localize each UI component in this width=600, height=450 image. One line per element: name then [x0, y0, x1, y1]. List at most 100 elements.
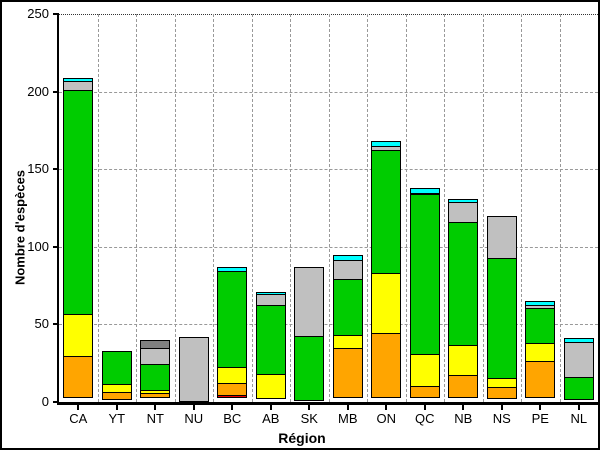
x-tick-label-AB: AB — [262, 411, 280, 426]
bar-NB-segment-green — [448, 221, 479, 346]
bar-NB-segment-gray — [448, 202, 479, 223]
x-tick-SK — [308, 405, 311, 410]
bar-NL-segment-gray — [563, 342, 594, 378]
v-gridline-12 — [521, 14, 522, 402]
bar-QC-segment-orange — [409, 386, 440, 399]
bar-SK-segment-green — [294, 335, 325, 401]
bar-BC-segment-red — [217, 394, 248, 398]
v-gridline-4 — [213, 14, 214, 402]
bar-NU-segment-gray — [178, 336, 209, 402]
x-tick-label-NT: NT — [146, 411, 164, 426]
y-tick-50 — [53, 323, 59, 326]
bar-YT — [101, 350, 132, 402]
v-gridline-6 — [290, 14, 291, 402]
y-tick-label-200: 200 — [27, 83, 49, 99]
bar-AB-segment-green — [255, 305, 286, 376]
x-tick-label-BC: BC — [223, 411, 242, 426]
bar-ON-segment-green — [371, 150, 402, 275]
x-tick-NT — [154, 405, 157, 410]
x-tick-label-PE: PE — [531, 411, 549, 426]
bar-NS-segment-orange — [486, 386, 517, 399]
x-tick-NB — [462, 405, 465, 410]
x-tick-AB — [269, 405, 272, 410]
v-gridline-10 — [444, 14, 445, 402]
y-tick-label-250: 250 — [27, 6, 49, 21]
x-tick-label-NU: NU — [184, 411, 204, 426]
y-tick-100 — [53, 245, 59, 248]
bar-NB — [448, 198, 479, 402]
bar-MB-segment-green — [332, 278, 363, 337]
bar-CA-segment-orange — [63, 356, 94, 398]
x-tick-CA — [77, 405, 80, 410]
bar-YT-segment-orange — [101, 392, 132, 400]
bar-PE-segment-yellow — [525, 343, 556, 362]
x-tick-label-SK: SK — [300, 411, 318, 426]
bar-CA — [63, 77, 94, 402]
bar-QC-segment-green — [409, 194, 440, 356]
y-tick-label-100: 100 — [27, 238, 49, 254]
x-tick-PE — [539, 405, 542, 410]
y-tick-label-50: 50 — [34, 316, 49, 332]
x-tick-label-YT: YT — [108, 411, 126, 426]
bar-MB — [332, 254, 363, 402]
bar-NT-segment-gray — [140, 348, 171, 366]
bar-BC-segment-green — [217, 270, 248, 369]
v-gridline-11 — [482, 14, 484, 402]
bar-MB-segment-gray — [332, 259, 363, 280]
x-tick-label-NB: NB — [454, 411, 473, 426]
bar-PE-segment-orange — [525, 360, 556, 398]
bar-QC-segment-yellow — [409, 354, 440, 387]
bar-ON-segment-yellow — [371, 273, 402, 334]
bar-BC — [217, 266, 248, 402]
v-gridline-8 — [367, 14, 368, 402]
bar-PE — [525, 301, 556, 402]
y-tick-250 — [53, 13, 59, 15]
bar-AB — [255, 291, 286, 402]
v-gridline-1 — [97, 14, 99, 402]
x-tick-MB — [346, 405, 349, 410]
bar-YT-segment-green — [101, 350, 132, 385]
x-tick-NL — [577, 405, 580, 410]
x-tick-NU — [192, 405, 195, 410]
bar-NT-segment-green — [140, 364, 171, 391]
x-tick-label-CA: CA — [69, 411, 88, 426]
x-tick-label-ON: ON — [376, 411, 397, 426]
bar-SK-segment-gray — [294, 266, 325, 337]
bar-NL — [563, 338, 594, 402]
y-tick-150 — [53, 168, 59, 171]
x-tick-NS — [500, 405, 503, 410]
bar-NS-segment-green — [486, 258, 517, 380]
y-tick-200 — [53, 90, 59, 93]
x-axis-line — [57, 402, 598, 405]
bar-SK — [294, 266, 325, 402]
v-gridline-3 — [174, 14, 176, 402]
bar-CA-segment-yellow — [63, 313, 94, 358]
y-tick-0 — [53, 401, 59, 403]
bar-NT — [140, 339, 171, 402]
x-tick-BC — [231, 405, 234, 410]
bar-CA-segment-green — [63, 89, 94, 315]
bar-ON-segment-orange — [371, 332, 402, 398]
x-tick-QC — [423, 405, 426, 410]
y-axis-title: Nombre d'espèces — [12, 169, 28, 286]
bar-NB-segment-yellow — [448, 344, 479, 376]
bar-NL-segment-green — [563, 376, 594, 400]
v-gridline-7 — [328, 14, 330, 402]
bar-NB-segment-orange — [448, 374, 479, 398]
bar-PE-segment-green — [525, 308, 556, 345]
x-tick-label-QC: QC — [415, 411, 435, 426]
v-gridline-13 — [559, 14, 561, 402]
bar-MB-segment-yellow — [332, 335, 363, 350]
bar-AB-segment-yellow — [255, 374, 286, 399]
v-gridline-5 — [251, 14, 253, 402]
x-tick-YT — [115, 405, 118, 410]
x-tick-label-NL: NL — [570, 411, 588, 426]
x-axis-title: Région — [278, 430, 326, 446]
x-tick-label-NS: NS — [492, 411, 511, 426]
y-axis-line — [57, 14, 59, 405]
bar-NS — [486, 215, 517, 402]
bar-NU — [178, 336, 209, 402]
bar-NS-segment-gray — [486, 215, 517, 260]
bar-QC — [409, 187, 440, 402]
